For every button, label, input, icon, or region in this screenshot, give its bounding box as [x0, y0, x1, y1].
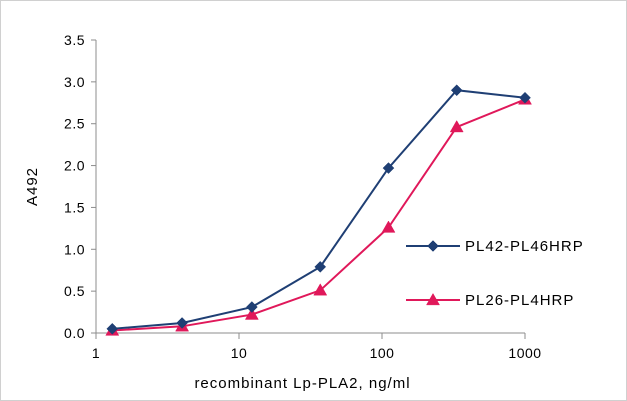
y-tick-label: 3.5 [64, 32, 85, 48]
data-point-triangle [244, 307, 259, 320]
data-point-diamond [427, 240, 439, 252]
data-point-triangle [426, 292, 440, 306]
x-tick-label: 10 [231, 345, 248, 361]
legend: PL42-PL46HRP PL26-PL4HRP [406, 238, 584, 309]
y-tick-label: 1.5 [64, 199, 85, 215]
data-point-diamond [519, 91, 531, 104]
x-axis-ticks: 1 10 100 1000 [92, 333, 541, 361]
data-point-diamond [382, 162, 395, 174]
legend-label: PL42-PL46HRP [465, 238, 584, 255]
y-tick-label: 2.0 [64, 158, 85, 174]
data-point-diamond [246, 301, 258, 313]
data-point-diamond [176, 317, 188, 329]
legend-label: PL26-PL4HRP [465, 292, 574, 309]
x-tick-label: 100 [370, 345, 395, 361]
y-tick-label: 0.0 [64, 325, 85, 341]
y-tick-label: 0.5 [64, 283, 85, 299]
data-point-triangle [313, 283, 328, 296]
y-tick-label: 2.5 [64, 116, 85, 132]
x-axis-title: recombinant Lp-PLA2, ng/ml [194, 375, 410, 392]
x-tick-label: 1 [92, 345, 100, 361]
data-point-triangle [449, 120, 464, 133]
y-axis-title: A492 [24, 167, 41, 206]
x-tick-label: 1000 [508, 345, 541, 361]
y-tick-label: 1.0 [64, 241, 85, 257]
data-point-diamond [314, 261, 327, 273]
y-axis-ticks: 0.0 0.5 1.0 1.5 2.0 2.5 3.0 3.5 [64, 32, 96, 341]
data-point-diamond [450, 84, 463, 97]
series-layer [105, 84, 532, 336]
y-tick-label: 3.0 [64, 74, 85, 90]
data-point-triangle [381, 220, 396, 233]
data-point-diamond [106, 322, 119, 335]
